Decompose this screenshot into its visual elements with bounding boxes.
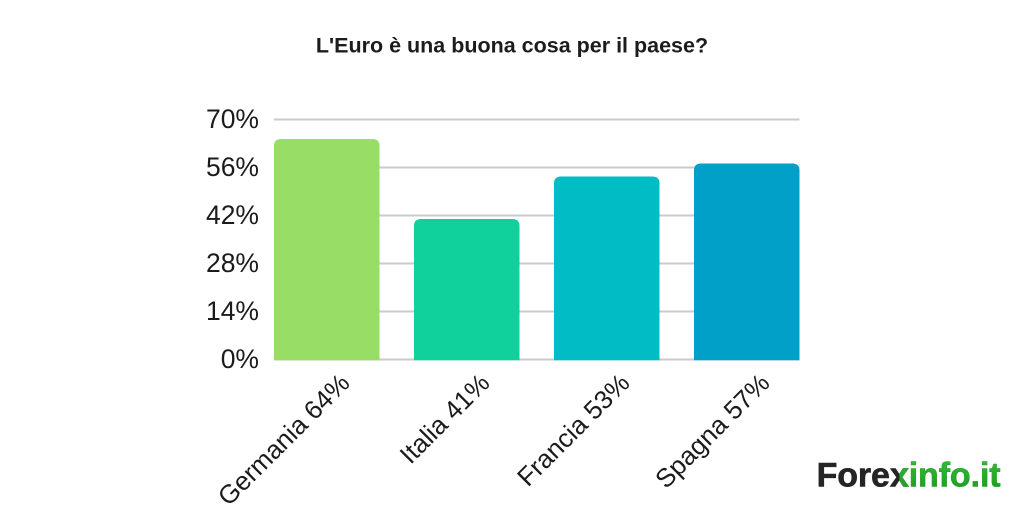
svg-text:56%: 56% (206, 152, 259, 182)
svg-text:L'Euro è una buona cosa per il: L'Euro è una buona cosa per il paese? (316, 34, 708, 58)
svg-text:70%: 70% (206, 104, 259, 134)
svg-text:28%: 28% (206, 248, 259, 278)
svg-text:0%: 0% (221, 344, 259, 374)
svg-text:Forexinfo.it: Forexinfo.it (817, 456, 1001, 494)
svg-text:Forex: Forex (817, 456, 909, 494)
svg-text:42%: 42% (206, 200, 259, 230)
svg-text:14%: 14% (206, 296, 259, 326)
